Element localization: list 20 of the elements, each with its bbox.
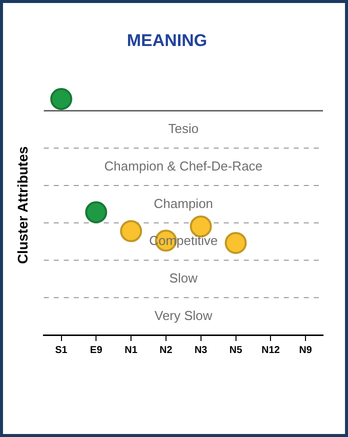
x-tick-label: N12 <box>261 344 280 356</box>
annotation: Champion & Chef-De-Race <box>104 158 263 174</box>
x-tick-label: N9 <box>299 344 312 356</box>
annotation: Tesio <box>168 121 199 136</box>
point <box>224 232 247 254</box>
x-tick-label: E9 <box>90 344 103 356</box>
annotation: Very Slow <box>154 308 213 323</box>
x-tick-label: S1 <box>55 344 68 356</box>
y-axis-title: Cluster Attributes <box>14 146 30 264</box>
point <box>85 201 108 224</box>
x-tick-label: N2 <box>160 344 173 356</box>
point <box>50 88 72 110</box>
x-tick-label: N5 <box>229 344 243 356</box>
chart-title: MEANING <box>126 30 208 50</box>
x-tick-label: N1 <box>124 344 138 356</box>
annotation: Slow <box>169 270 198 286</box>
point <box>190 215 212 238</box>
x-tick-label: N3 <box>194 344 208 356</box>
annotation: Champion <box>154 196 214 211</box>
point <box>120 220 142 242</box>
